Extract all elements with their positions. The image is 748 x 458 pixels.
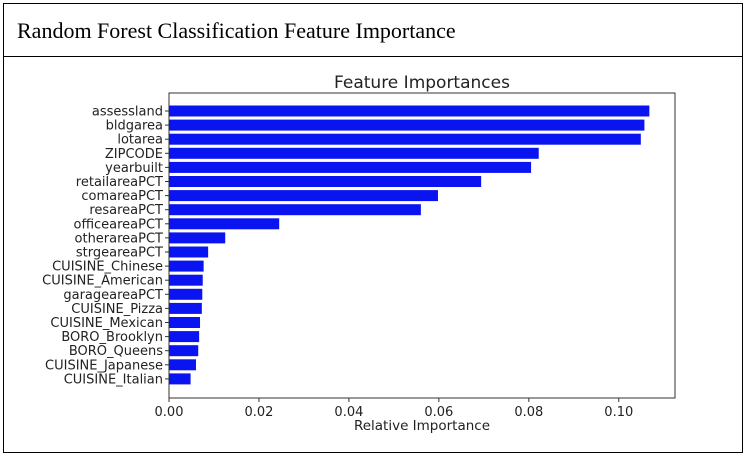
bar-resareapct xyxy=(169,204,421,216)
bar-comareapct xyxy=(169,190,438,202)
plot-area-frame xyxy=(168,92,676,399)
y-label-comareapct: comareaPCT xyxy=(81,189,163,204)
bar-cuisine-mexican xyxy=(169,317,201,328)
y-label-boro-queens: BORO_Queens xyxy=(69,344,163,359)
y-label-boro-brooklyn: BORO_Brooklyn xyxy=(61,330,163,345)
y-label-cuisine-mexican: CUISINE_Mexican xyxy=(50,316,163,331)
bar-cuisine-american xyxy=(169,274,203,286)
bar-cuisine-japanese xyxy=(169,359,196,371)
bar-lotarea xyxy=(169,133,641,145)
figure-frame: Random Forest Classification Feature Imp… xyxy=(3,3,743,453)
bar-boro-brooklyn xyxy=(169,331,200,343)
figure-header: Random Forest Classification Feature Imp… xyxy=(4,4,742,57)
y-label-bldgarea: bldgarea xyxy=(106,119,163,134)
x-tick-label: 0.04 xyxy=(334,405,363,420)
y-label-cuisine-japanese: CUISINE_Japanese xyxy=(45,358,163,373)
bar-cuisine-chinese xyxy=(169,260,204,272)
y-label-officeareapct: officeareaPCT xyxy=(73,217,163,232)
y-label-zipcode: ZIPCODE xyxy=(105,147,163,162)
bar-strgeareapct xyxy=(169,246,209,258)
y-label-lotarea: lotarea xyxy=(117,133,163,148)
bar-cuisine-pizza xyxy=(169,302,202,314)
x-tick-label: 0.06 xyxy=(424,405,453,420)
y-label-yearbuilt: yearbuilt xyxy=(105,161,163,176)
y-label-garageareapct: garageareaPCT xyxy=(63,288,163,303)
bar-garageareapct xyxy=(169,288,203,300)
y-label-cuisine-chinese: CUISINE_Chinese xyxy=(52,260,163,275)
y-label-resareapct: resareaPCT xyxy=(89,203,163,218)
x-tick-label: 0.10 xyxy=(604,405,633,420)
y-label-cuisine-pizza: CUISINE_Pizza xyxy=(71,302,163,317)
bar-otherareapct xyxy=(169,232,226,244)
bars-group xyxy=(169,105,650,385)
x-tick-label: 0.08 xyxy=(514,405,543,420)
y-label-otherareapct: otherareaPCT xyxy=(75,231,164,246)
chart-title: Feature Importances xyxy=(334,73,510,93)
bar-assessland xyxy=(169,105,650,117)
x-axis-label: Relative Importance xyxy=(354,418,490,434)
bar-zipcode xyxy=(169,147,539,159)
bar-bldgarea xyxy=(169,119,645,131)
bar-officeareapct xyxy=(169,218,280,230)
x-tick-label: 0.00 xyxy=(155,405,184,420)
x-ticks-group: 0.00 0.02 0.04 0.06 0.08 0.10 xyxy=(155,398,633,420)
x-tick-label: 0.02 xyxy=(244,405,273,420)
bar-boro-queens xyxy=(169,345,199,357)
y-label-retailareapct: retailareaPCT xyxy=(76,175,163,190)
y-label-cuisine-italian: CUISINE_Italian xyxy=(64,372,163,387)
bar-retailareapct xyxy=(169,176,482,187)
page-title: Random Forest Classification Feature Imp… xyxy=(17,18,456,43)
y-tick-labels: assesslandbldgarealotareaZIPCODEyearbuil… xyxy=(42,105,169,387)
y-label-strgeareapct: strgeareaPCT xyxy=(76,246,163,261)
y-label-cuisine-american: CUISINE_American xyxy=(42,274,163,289)
bar-cuisine-italian xyxy=(169,373,191,385)
bar-yearbuilt xyxy=(169,161,532,173)
y-label-assessland: assessland xyxy=(92,105,163,120)
